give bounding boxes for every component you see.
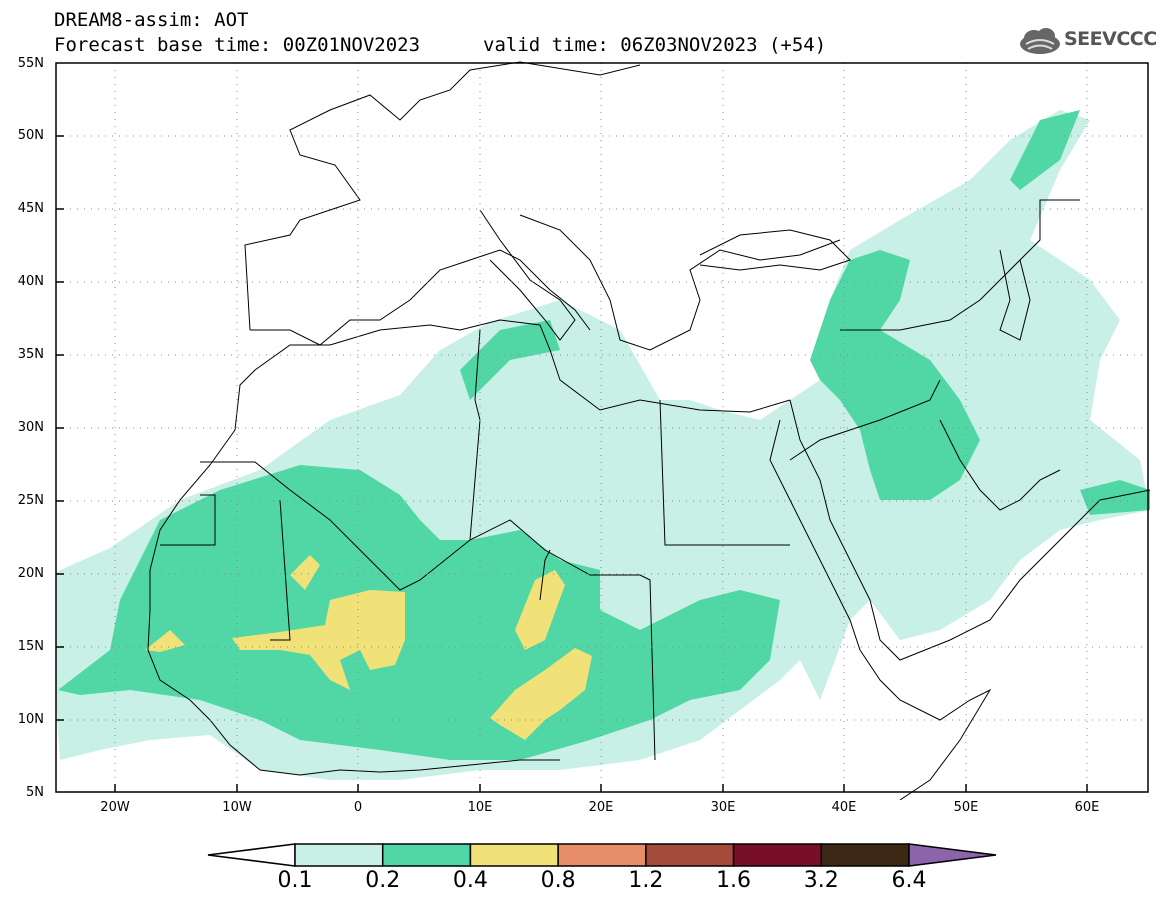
- colorbar-label: 1.2: [628, 868, 664, 893]
- lon-label: 60E: [1074, 800, 1100, 815]
- lon-label: 20E: [588, 800, 614, 815]
- aot-band-0.4: [490, 648, 592, 740]
- seevccc-logo: SEEVCCC: [1018, 26, 1158, 56]
- lon-label: 10E: [467, 800, 493, 815]
- aot-band-0.2: [1010, 110, 1080, 190]
- colorbar-label: 0.2: [365, 868, 401, 893]
- axis-ticks: [56, 135, 1088, 792]
- colorbar-max-arrow: [908, 843, 997, 867]
- colorbar-box: [381, 843, 472, 867]
- colorbar-label: 1.6: [716, 868, 752, 893]
- coastlines: [147, 61, 1151, 800]
- lat-label: 45N: [17, 201, 44, 216]
- colorbar-box: [820, 843, 910, 867]
- cloud-icon: [1020, 28, 1060, 54]
- colorbar-box: [645, 843, 735, 867]
- lon-label: 50E: [953, 800, 979, 815]
- aot-field: [56, 110, 1150, 780]
- colorbar-min-arrow: [207, 843, 296, 867]
- lat-label: 55N: [17, 56, 44, 71]
- aot-band-0.4: [232, 590, 405, 690]
- map-title: DREAM8-assim: AOT: [54, 9, 249, 31]
- colorbar-box: [732, 843, 823, 867]
- lat-label: 25N: [17, 493, 44, 508]
- lat-label: 10N: [17, 712, 44, 727]
- logo-text: SEEVCCC: [1064, 28, 1157, 50]
- colorbar-label: 0.1: [277, 868, 313, 893]
- aot-band-0.4: [515, 570, 565, 650]
- aot-band-0.2: [58, 465, 780, 760]
- lon-label: 30E: [710, 800, 736, 815]
- colorbar-box: [469, 843, 559, 867]
- lat-label: 35N: [17, 347, 44, 362]
- colorbar-label: 6.4: [891, 868, 927, 893]
- lat-label: 50N: [17, 128, 44, 143]
- lat-label: 40N: [17, 274, 44, 289]
- aot-band-0.4: [290, 555, 320, 590]
- lat-label: 20N: [17, 566, 44, 581]
- valid-time: valid time: 06Z03NOV2023 (+54): [483, 34, 827, 56]
- lat-label: 5N: [26, 785, 44, 800]
- aot-band-0.2: [810, 250, 980, 500]
- colorbar-box: [294, 843, 384, 867]
- lat-label: 30N: [17, 420, 44, 435]
- colorbar-box: [557, 843, 647, 867]
- map-plot: [55, 61, 1151, 800]
- lon-label: 40E: [831, 800, 857, 815]
- aot-band-0.2: [460, 320, 560, 400]
- graticule: [56, 63, 1148, 792]
- lon-label: 10W: [222, 800, 252, 815]
- lon-label: 20W: [100, 800, 130, 815]
- forecast-base-time: Forecast base time: 00Z01NOV2023: [54, 34, 421, 56]
- lat-label: 15N: [17, 639, 44, 654]
- lon-label: 0: [353, 800, 363, 815]
- colorbar-label: 3.2: [803, 868, 839, 893]
- colorbar-label: 0.4: [452, 868, 488, 893]
- colorbar-label: 0.8: [540, 868, 576, 893]
